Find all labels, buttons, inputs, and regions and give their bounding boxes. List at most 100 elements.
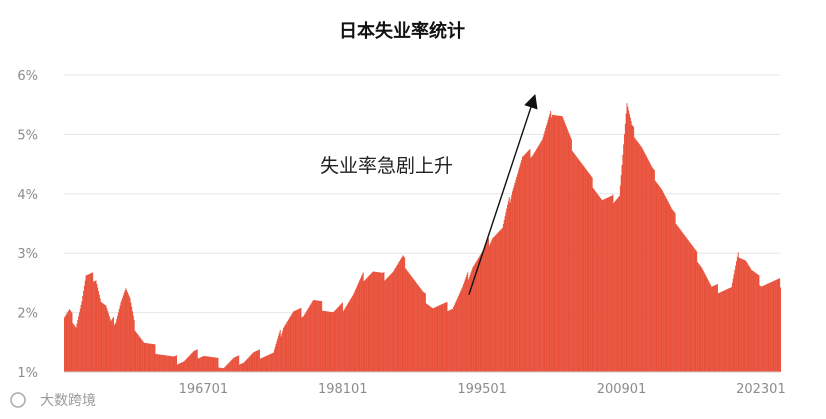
bar bbox=[741, 259, 743, 372]
bar bbox=[400, 258, 402, 372]
bar bbox=[314, 300, 316, 372]
bar bbox=[526, 151, 528, 372]
bar bbox=[291, 314, 293, 372]
bar bbox=[136, 332, 138, 372]
bar bbox=[727, 288, 729, 372]
bar bbox=[165, 355, 167, 372]
bar bbox=[195, 349, 197, 372]
bar bbox=[529, 149, 531, 372]
bar bbox=[353, 292, 355, 372]
bar bbox=[319, 300, 321, 372]
bar bbox=[586, 170, 588, 372]
bar bbox=[295, 310, 297, 372]
bar bbox=[424, 293, 426, 372]
bar bbox=[312, 301, 314, 372]
bar bbox=[661, 189, 663, 372]
bar bbox=[78, 312, 80, 372]
bar bbox=[127, 292, 129, 372]
bar bbox=[106, 308, 108, 372]
bar bbox=[742, 259, 744, 372]
bar bbox=[292, 312, 294, 372]
bar bbox=[180, 362, 182, 372]
bar bbox=[396, 265, 398, 372]
bar bbox=[417, 284, 419, 372]
bar bbox=[609, 196, 611, 372]
bar bbox=[309, 305, 311, 372]
y-axis-ticks: 1% 2% 3% 4% 5% 6% bbox=[17, 69, 38, 381]
bar bbox=[363, 281, 365, 372]
bar bbox=[760, 286, 762, 372]
bar bbox=[286, 322, 288, 372]
bar bbox=[564, 122, 566, 372]
bar bbox=[510, 198, 512, 372]
bar bbox=[322, 310, 324, 372]
bar bbox=[541, 140, 543, 372]
bar bbox=[656, 182, 658, 372]
bar bbox=[181, 362, 183, 372]
bar bbox=[187, 357, 189, 372]
bar bbox=[284, 325, 286, 372]
bar bbox=[98, 294, 100, 372]
bar bbox=[248, 357, 250, 372]
bar bbox=[156, 354, 158, 372]
bar bbox=[622, 154, 624, 372]
bar bbox=[753, 271, 755, 372]
bar bbox=[538, 145, 540, 372]
bar bbox=[339, 305, 341, 372]
bar bbox=[375, 271, 377, 372]
bar bbox=[100, 301, 102, 372]
bar bbox=[624, 123, 626, 373]
bar bbox=[714, 285, 716, 372]
bar bbox=[779, 278, 781, 372]
bar bbox=[283, 327, 285, 372]
bar bbox=[278, 332, 280, 372]
bar bbox=[454, 303, 456, 372]
bar bbox=[183, 361, 185, 372]
bar bbox=[598, 195, 600, 372]
bar bbox=[446, 301, 448, 372]
bar bbox=[418, 286, 420, 372]
bar bbox=[424, 292, 426, 372]
x-tick-label: 199501 bbox=[457, 382, 507, 397]
bar bbox=[179, 363, 181, 372]
bar bbox=[435, 306, 437, 372]
y-tick-label: 2% bbox=[17, 307, 38, 322]
bar bbox=[169, 355, 171, 372]
bar bbox=[735, 265, 737, 372]
bar bbox=[649, 163, 651, 372]
bar bbox=[438, 305, 440, 372]
bar bbox=[326, 311, 328, 372]
bar bbox=[487, 240, 489, 372]
bar bbox=[683, 234, 685, 372]
bar bbox=[512, 188, 514, 372]
bar bbox=[370, 274, 372, 372]
bar bbox=[548, 116, 550, 373]
bar bbox=[301, 317, 303, 372]
bar bbox=[392, 271, 394, 372]
bar bbox=[85, 275, 87, 372]
bar bbox=[279, 329, 281, 372]
bar bbox=[71, 312, 73, 372]
bar bbox=[320, 301, 322, 372]
bar bbox=[728, 288, 730, 372]
bar bbox=[228, 362, 230, 372]
bar bbox=[234, 356, 236, 372]
bar bbox=[274, 346, 276, 372]
bar bbox=[729, 287, 731, 372]
bar bbox=[443, 303, 445, 372]
bar bbox=[514, 182, 516, 372]
bar bbox=[344, 308, 346, 372]
bar bbox=[404, 268, 406, 372]
bar bbox=[695, 250, 697, 372]
bar bbox=[82, 296, 84, 372]
bar bbox=[177, 364, 179, 372]
bar bbox=[664, 195, 666, 372]
bar bbox=[235, 356, 237, 372]
bar bbox=[570, 139, 572, 372]
bar bbox=[196, 349, 198, 372]
bar bbox=[499, 230, 501, 372]
bar bbox=[120, 302, 122, 372]
bar bbox=[204, 356, 206, 372]
bar bbox=[338, 306, 340, 372]
bar bbox=[516, 176, 518, 372]
